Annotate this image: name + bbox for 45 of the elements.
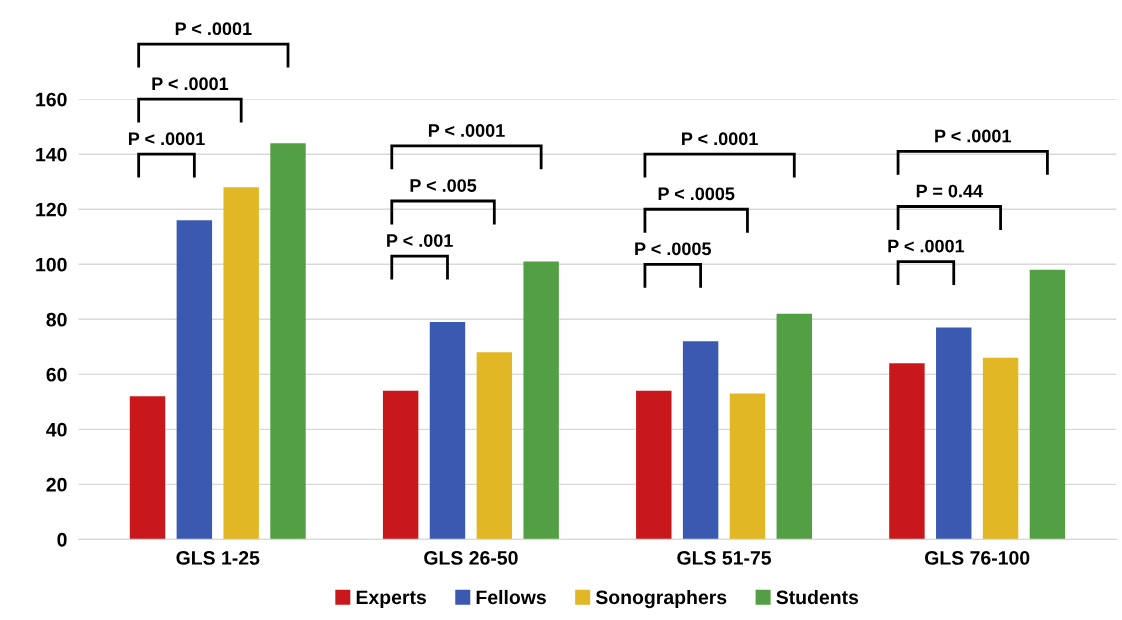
bar [176,220,213,540]
bar [129,396,166,540]
bar [636,390,672,540]
annotation: P < .0005 [658,187,735,201]
bar [382,390,419,540]
bar [776,313,812,540]
legend-label: Fellows [476,589,546,605]
legend-label: Experts [356,590,426,609]
y-tick-label: 60 [46,367,67,382]
bar [889,363,925,540]
bar [936,327,972,540]
x-tick-label: GLS 1-25 [176,551,260,565]
annotation: P < .0001 [428,124,505,137]
bar [1029,269,1066,540]
y-tick-label: 140 [36,147,67,162]
bar [223,187,259,540]
bar [982,357,1019,540]
text: P < .0001 [152,77,229,91]
y-tick-label: 120 [36,202,67,217]
legend-label: Students [776,589,859,605]
y-tick-label: 20 [46,477,67,492]
y-tick-label: 0 [57,532,67,547]
y-tick-label: 80 [46,312,67,327]
legend-label: Sonographers [595,589,727,609]
x-tick-label: GLS 51-75 [677,551,772,565]
annotation: P < .001 [387,234,453,247]
bar [476,352,513,540]
annotation: P < .0001 [128,132,205,146]
annotation: P < .0005 [635,242,712,256]
x-tick-label: GLS 26-50 [424,551,518,565]
y-tick-label: 100 [36,257,67,272]
bar [682,341,719,540]
y-tick-label: 40 [46,422,67,437]
annotation: P < .0001 [935,129,1011,143]
annotation: P = 0.44 [916,184,983,198]
x-tick-label: GLS 76-100 [925,551,1030,565]
bar [270,143,306,540]
bar [523,261,559,540]
annotation: P < .0001 [888,239,965,253]
y-tick-label: 160 [36,92,67,107]
text: P < .0001 [175,22,252,36]
annotation: P < .0001 [682,132,758,146]
annotation: P < .005 [410,179,477,192]
bar [429,322,466,540]
bar [729,393,766,540]
